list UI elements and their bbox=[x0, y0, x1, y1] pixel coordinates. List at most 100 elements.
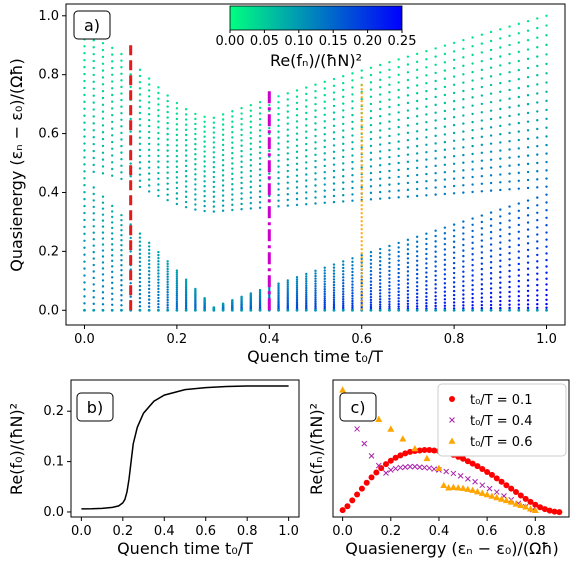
c-point bbox=[421, 446, 428, 453]
a-point bbox=[194, 173, 197, 176]
a-point bbox=[92, 199, 95, 202]
a-point bbox=[120, 118, 123, 121]
a-point bbox=[406, 286, 410, 289]
a-point bbox=[452, 304, 456, 307]
c-xtick-label: 0.0 bbox=[332, 524, 353, 539]
a-point bbox=[526, 273, 530, 276]
a-point bbox=[305, 99, 308, 102]
a-point bbox=[369, 276, 373, 280]
a-point bbox=[249, 126, 253, 129]
a-point bbox=[305, 302, 308, 305]
colorbar-tick-label: 0.15 bbox=[319, 34, 348, 49]
a-point bbox=[138, 284, 142, 288]
a-point bbox=[489, 277, 493, 280]
a-point bbox=[545, 201, 548, 204]
a-point bbox=[323, 113, 326, 116]
a-point bbox=[536, 186, 539, 189]
a-point bbox=[545, 135, 548, 138]
a-point bbox=[526, 19, 530, 23]
a-point bbox=[480, 273, 484, 276]
a-point bbox=[258, 173, 262, 177]
a-point bbox=[378, 184, 382, 187]
a-point bbox=[517, 279, 520, 283]
c-xtick-label: 0.4 bbox=[429, 524, 450, 539]
a-point bbox=[480, 283, 484, 286]
a-point bbox=[536, 161, 539, 165]
c-legend-marker bbox=[449, 417, 455, 423]
a-point bbox=[369, 130, 373, 134]
a-point bbox=[415, 166, 419, 170]
a-point bbox=[332, 163, 336, 166]
a-point bbox=[489, 296, 493, 299]
a-point bbox=[415, 122, 419, 126]
a-point bbox=[295, 288, 299, 292]
a-point bbox=[471, 70, 474, 74]
a-point bbox=[406, 238, 410, 242]
a-point bbox=[462, 260, 465, 263]
c-point bbox=[443, 468, 450, 475]
a-point bbox=[166, 127, 169, 130]
a-point bbox=[83, 58, 86, 62]
a-point bbox=[508, 251, 511, 255]
a-point bbox=[166, 182, 169, 185]
a-point bbox=[499, 234, 502, 238]
a-point bbox=[111, 287, 114, 290]
a-point bbox=[83, 232, 86, 236]
a-point bbox=[286, 308, 290, 312]
a-point bbox=[258, 123, 262, 126]
c-point bbox=[368, 452, 375, 459]
a-point bbox=[545, 152, 548, 155]
a-point bbox=[295, 144, 299, 147]
a-point bbox=[406, 293, 410, 296]
a-point bbox=[351, 264, 354, 267]
a-point bbox=[489, 181, 493, 185]
a-point bbox=[129, 250, 132, 253]
a-point bbox=[212, 161, 216, 164]
a-point bbox=[166, 105, 169, 108]
a-point bbox=[286, 110, 289, 113]
a-point bbox=[212, 205, 216, 208]
a-point bbox=[332, 278, 336, 281]
a-point bbox=[166, 291, 169, 294]
c-point bbox=[387, 467, 394, 473]
a-point bbox=[157, 269, 160, 272]
a-point bbox=[471, 62, 474, 65]
a-point bbox=[295, 275, 299, 279]
a-point bbox=[406, 188, 410, 192]
a-point bbox=[397, 175, 400, 179]
a-point bbox=[517, 179, 520, 183]
a-point bbox=[83, 295, 86, 298]
a-point bbox=[536, 83, 539, 86]
a-point bbox=[369, 303, 373, 307]
a-point bbox=[157, 114, 160, 118]
a-point bbox=[166, 149, 169, 152]
a-point bbox=[147, 248, 151, 252]
a-point bbox=[545, 265, 548, 268]
a-point bbox=[397, 250, 400, 254]
a-point bbox=[526, 178, 530, 182]
a-point bbox=[369, 295, 373, 299]
a-point bbox=[157, 86, 160, 89]
c-ticks: 0.0 0.2 0.4 0.6 0.8 bbox=[332, 517, 546, 539]
a-point bbox=[286, 204, 289, 207]
a-point bbox=[101, 237, 105, 240]
a-point bbox=[480, 119, 484, 122]
a-point bbox=[360, 257, 363, 261]
a-point bbox=[83, 302, 86, 305]
a-point bbox=[166, 260, 169, 263]
a-point bbox=[425, 89, 428, 93]
a-point bbox=[147, 298, 151, 301]
a-point bbox=[369, 280, 373, 283]
a-point bbox=[536, 247, 539, 250]
c-point bbox=[457, 473, 464, 479]
a-point bbox=[111, 276, 114, 279]
a-point bbox=[101, 83, 105, 86]
a-point bbox=[258, 206, 262, 209]
a-point bbox=[536, 283, 539, 287]
a-point bbox=[378, 122, 382, 125]
a-point bbox=[406, 181, 410, 185]
a-point bbox=[517, 95, 520, 99]
a-point bbox=[471, 53, 474, 57]
a-point bbox=[369, 137, 373, 141]
a-point bbox=[258, 184, 262, 188]
